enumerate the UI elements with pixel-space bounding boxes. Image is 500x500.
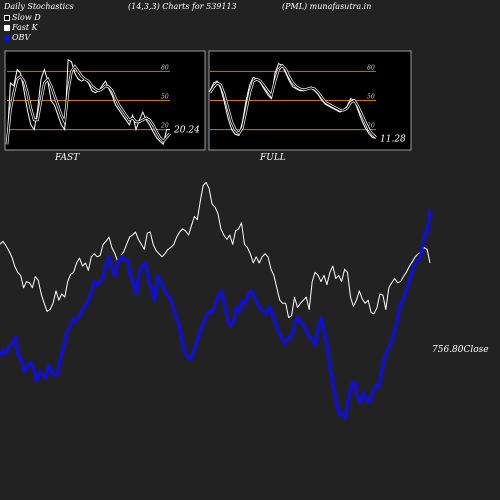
obv-line [0, 210, 432, 420]
legend-obv: OBV [4, 33, 30, 42]
tick-label-50: 50 [161, 94, 169, 101]
chart-source: (PML) munafasutra.in [282, 2, 372, 11]
close-label: 756.80Close [432, 345, 489, 355]
chart-title: Daily Stochastics [4, 2, 74, 11]
legend-obv-label: OBV [12, 33, 31, 42]
tick-label-20: 20 [160, 123, 169, 130]
legend-slow-d: Slow D [4, 13, 41, 22]
tick-label-50: 50 [367, 94, 375, 101]
chart-params: (14,3,3) Charts for 539113 [128, 2, 237, 11]
legend-fast-k: Fast K [4, 23, 38, 32]
slow-d-line [209, 64, 377, 138]
legend-fast-k-swatch [4, 25, 10, 31]
last-value-label: 20.24 [173, 126, 200, 136]
fast-k-line [209, 62, 377, 139]
last-value-label: 11.28 [380, 134, 406, 144]
tick-label-80: 80 [367, 64, 375, 71]
slow-d-line [6, 65, 171, 145]
legend-slow-d-swatch [4, 15, 10, 21]
tick-label-80: 80 [161, 64, 169, 71]
full-caption: FULL [259, 153, 286, 163]
close-line [0, 181, 431, 319]
legend-obv-swatch [4, 35, 10, 41]
legend-fast-k-label: Fast K [12, 23, 38, 32]
tick-label-20: 20 [366, 123, 375, 130]
fast-caption: FAST [54, 153, 80, 163]
legend-slow-d-label: Slow D [12, 13, 41, 22]
